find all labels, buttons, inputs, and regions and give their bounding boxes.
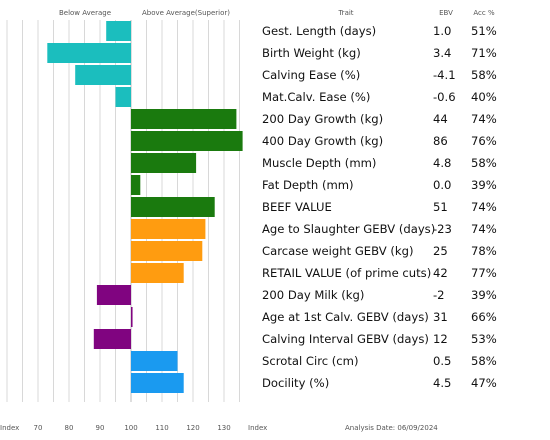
- acc-value: 77%: [471, 266, 497, 280]
- trait-label: 200 Day Milk (kg): [262, 288, 364, 302]
- trait-label: Fat Depth (mm): [262, 178, 354, 192]
- ebv-value: 3.4: [433, 46, 451, 60]
- ebv-value: 12: [433, 332, 448, 346]
- index-label-left: Index: [0, 424, 19, 432]
- bar-7: [131, 175, 141, 195]
- x-tick-label: 90: [96, 424, 105, 432]
- trait-rows: Gest. Length (days) 1.0 51% Birth Weight (k…: [262, 24, 497, 390]
- ebv-value: 0.0: [433, 178, 451, 192]
- ebv-value: 42: [433, 266, 448, 280]
- x-tick-label: 110: [155, 424, 168, 432]
- acc-value: 58%: [471, 68, 497, 82]
- trait-label: Scrotal Circ (cm): [262, 354, 359, 368]
- ebv-value: 51: [433, 200, 448, 214]
- acc-value: 66%: [471, 310, 497, 324]
- index-label-right: Index: [248, 424, 267, 432]
- trait-label: Calving Interval GEBV (days): [262, 332, 429, 346]
- ebv-value: -2: [433, 288, 445, 302]
- ebv-value: 25: [433, 244, 448, 258]
- x-tick-label: 70: [34, 424, 43, 432]
- acc-value: 53%: [471, 332, 497, 346]
- acc-value: 40%: [471, 90, 497, 104]
- x-axis-ticks: 70 80 90 100 110 120 130: [34, 424, 231, 432]
- trait-label: 400 Day Growth (kg): [262, 134, 383, 148]
- ebv-value: -23: [433, 222, 452, 236]
- bar-8: [131, 197, 215, 217]
- bar-10: [131, 241, 203, 261]
- trait-label: Carcase weight GEBV (kg): [262, 244, 413, 258]
- bar-4: [131, 109, 237, 129]
- trait-label: Mat.Calv. Ease (%): [262, 90, 370, 104]
- bar-0: [106, 21, 131, 41]
- ebv-value: 0.5: [433, 354, 451, 368]
- bar-15: [131, 351, 178, 371]
- bar-16: [131, 373, 184, 393]
- ebv-value: 1.0: [433, 24, 451, 38]
- trait-label: Muscle Depth (mm): [262, 156, 376, 170]
- trait-header: Trait: [337, 9, 353, 17]
- bar-14: [93, 329, 131, 349]
- trait-label: Age to Slaughter GEBV (days): [262, 222, 435, 236]
- chart-bars: [47, 21, 243, 393]
- acc-value: 39%: [471, 178, 497, 192]
- bar-9: [131, 219, 206, 239]
- bar-13: [131, 307, 133, 327]
- ebv-value: 4.5: [433, 376, 451, 390]
- trait-label: Calving Ease (%): [262, 68, 360, 82]
- ebv-value: 86: [433, 134, 448, 148]
- ebv-header: EBV: [439, 9, 453, 17]
- ebv-value: 31: [433, 310, 448, 324]
- x-tick-label: 100: [124, 424, 137, 432]
- ebv-value: -4.1: [433, 68, 456, 82]
- acc-value: 78%: [471, 244, 497, 258]
- bar-12: [96, 285, 131, 305]
- x-tick-label: 80: [65, 424, 74, 432]
- ebv-value: 4.8: [433, 156, 451, 170]
- acc-value: 47%: [471, 376, 497, 390]
- acc-value: 58%: [471, 354, 497, 368]
- acc-value: 39%: [471, 288, 497, 302]
- trait-label: BEEF VALUE: [262, 200, 332, 214]
- acc-value: 74%: [471, 222, 497, 236]
- trait-label: Gest. Length (days): [262, 24, 376, 38]
- above-average-header: Above Average(Superior): [142, 9, 230, 17]
- acc-header: Acc %: [473, 9, 495, 17]
- trait-label: Birth Weight (kg): [262, 46, 361, 60]
- bar-5: [131, 131, 243, 151]
- acc-value: 76%: [471, 134, 497, 148]
- bar-6: [131, 153, 197, 173]
- trait-label: Docility (%): [262, 376, 329, 390]
- acc-value: 58%: [471, 156, 497, 170]
- acc-value: 74%: [471, 112, 497, 126]
- trait-label: 200 Day Growth (kg): [262, 112, 383, 126]
- acc-value: 74%: [471, 200, 497, 214]
- bar-3: [115, 87, 131, 107]
- x-tick-label: 120: [186, 424, 199, 432]
- acc-value: 71%: [471, 46, 497, 60]
- analysis-date: Analysis Date: 06/09/2024: [345, 424, 438, 432]
- below-average-header: Below Average: [59, 9, 111, 17]
- trait-label: Age at 1st Calv. GEBV (days): [262, 310, 429, 324]
- trait-label: RETAIL VALUE (of prime cuts): [262, 266, 431, 280]
- ebv-value: 44: [433, 112, 448, 126]
- x-tick-label: 130: [217, 424, 230, 432]
- bar-11: [131, 263, 184, 283]
- bar-2: [75, 65, 131, 85]
- bar-1: [47, 43, 131, 63]
- acc-value: 51%: [471, 24, 497, 38]
- ebv-value: -0.6: [433, 90, 456, 104]
